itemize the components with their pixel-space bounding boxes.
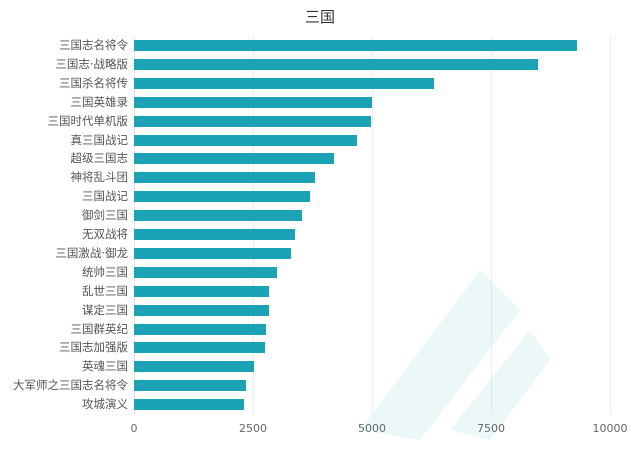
category-label: 三国志名将令 — [59, 38, 128, 52]
bar-row — [134, 263, 610, 282]
category-label: 超级三国志 — [70, 151, 129, 166]
bar[interactable] — [134, 96, 372, 108]
bar[interactable] — [134, 229, 295, 240]
bar-row — [134, 36, 610, 55]
bar-row — [134, 168, 610, 187]
category-label: 真三国战记 — [70, 132, 129, 147]
category-label: 三国战记 — [82, 189, 128, 204]
gridline — [491, 36, 492, 414]
category-label: 英魂三国 — [82, 359, 128, 374]
x-tick-label: 0 — [130, 422, 138, 435]
category-label: 三国志加强版 — [59, 340, 128, 355]
bar-row — [134, 187, 610, 206]
bar-row — [134, 357, 610, 376]
bar-row — [134, 93, 610, 112]
gridline — [253, 36, 254, 414]
category-label: 三国时代单机版 — [47, 113, 129, 128]
bar-row — [134, 225, 610, 244]
bar-row — [134, 55, 610, 74]
gridline — [610, 36, 611, 414]
category-label: 御剑三国 — [82, 208, 128, 223]
bar[interactable] — [134, 304, 270, 316]
bar[interactable] — [134, 134, 358, 146]
category-label: 攻城演义 — [82, 397, 128, 412]
x-tick-label: 10000 — [592, 422, 628, 435]
bar-row — [134, 338, 610, 357]
category-label: 大军师之三国志名将令 — [13, 378, 128, 393]
category-label: 三国杀名将传 — [59, 75, 128, 90]
bar[interactable] — [134, 247, 292, 259]
category-label: 统帅三国 — [82, 264, 128, 279]
x-tick-label: 2500 — [239, 422, 267, 435]
bar[interactable] — [134, 191, 311, 203]
x-tick-label: 7500 — [477, 422, 505, 435]
bar[interactable] — [134, 342, 265, 354]
bar-row — [134, 301, 610, 320]
bar[interactable] — [134, 361, 254, 373]
y-axis-line — [134, 36, 135, 414]
bar-row — [134, 74, 610, 93]
bar-row — [134, 112, 610, 131]
bar[interactable] — [134, 399, 244, 411]
bar[interactable] — [134, 380, 246, 392]
category-label: 谋定三国 — [82, 302, 128, 317]
bar-row — [134, 282, 610, 301]
bar-row — [134, 376, 610, 395]
bar-row — [134, 149, 610, 168]
bar-row — [134, 244, 610, 263]
bar[interactable] — [134, 153, 334, 165]
category-label: 三国激战·御龙 — [55, 245, 128, 260]
bar[interactable] — [134, 210, 303, 222]
category-label: 三国群英纪 — [70, 321, 129, 336]
category-label: 乱世三国 — [82, 283, 128, 298]
bar-row — [134, 131, 610, 150]
x-tick-label: 5000 — [358, 422, 386, 435]
plot-area — [134, 36, 611, 414]
gridline — [372, 36, 373, 414]
bar-row — [134, 395, 610, 414]
category-label: 三国志·战略版 — [55, 56, 128, 71]
category-label: 三国英雄录 — [70, 94, 129, 109]
bar[interactable] — [134, 58, 539, 70]
bar[interactable] — [134, 77, 434, 89]
category-label: 神将乱斗团 — [70, 170, 129, 185]
bar-row — [134, 320, 610, 339]
bar[interactable] — [134, 323, 266, 335]
bar[interactable] — [134, 172, 315, 184]
category-label: 无双战将 — [82, 227, 128, 241]
chart-title: 三国 — [304, 8, 335, 26]
bar-row — [134, 206, 610, 225]
bar[interactable] — [134, 266, 277, 278]
bar[interactable] — [134, 285, 270, 297]
bar[interactable] — [134, 40, 577, 51]
bar[interactable] — [134, 115, 372, 127]
